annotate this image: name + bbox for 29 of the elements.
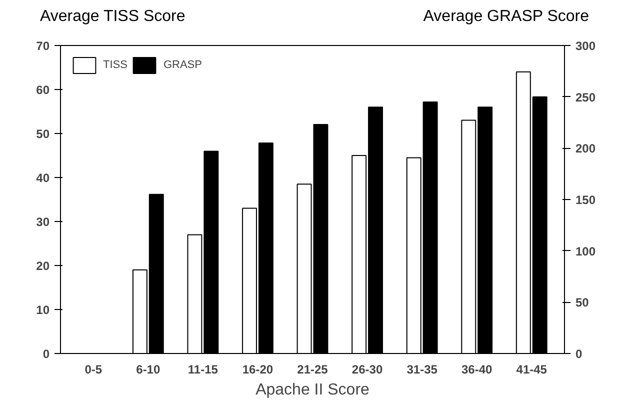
x-tick-label: 16-20 xyxy=(242,362,274,376)
y2-tick-label: 250 xyxy=(576,90,596,104)
x-tick-label: 21-25 xyxy=(297,362,328,376)
y-tick-label: 50 xyxy=(36,127,50,141)
y2-tick-label: 0 xyxy=(576,347,582,361)
x-tick-label: 36-40 xyxy=(462,362,493,376)
x-tick-label: 31-35 xyxy=(406,362,438,376)
y2-axis-title: Average GRASP Score xyxy=(423,7,589,27)
x-tick-label: 26-30 xyxy=(352,362,383,376)
y-tick-label: 20 xyxy=(36,259,50,273)
y-tick-label: 0 xyxy=(42,347,50,361)
legend-label: GRASP xyxy=(163,59,202,71)
y2-tick-label: 50 xyxy=(576,296,590,310)
y2-tick-label: 100 xyxy=(576,244,596,258)
y2-tick-label: 300 xyxy=(576,39,596,53)
y-tick-label: 10 xyxy=(36,303,50,317)
legend-label: TISS xyxy=(103,59,128,71)
x-tick-label: 41-45 xyxy=(516,362,548,376)
y-tick-label: 40 xyxy=(36,171,50,185)
y-tick-label: 30 xyxy=(36,215,50,229)
y-axis-title: Average TISS Score xyxy=(40,7,186,27)
y-tick-label: 60 xyxy=(36,83,50,97)
y2-tick-label: 200 xyxy=(576,142,596,156)
y2-tick-label: 150 xyxy=(576,193,596,207)
x-tick-label: 0-5 xyxy=(84,362,102,376)
x-tick-label: 6-10 xyxy=(136,362,160,376)
x-axis-title: Apache II Score xyxy=(256,382,370,398)
x-tick-label: 11-15 xyxy=(188,362,218,376)
y-tick-label: 70 xyxy=(36,39,50,53)
